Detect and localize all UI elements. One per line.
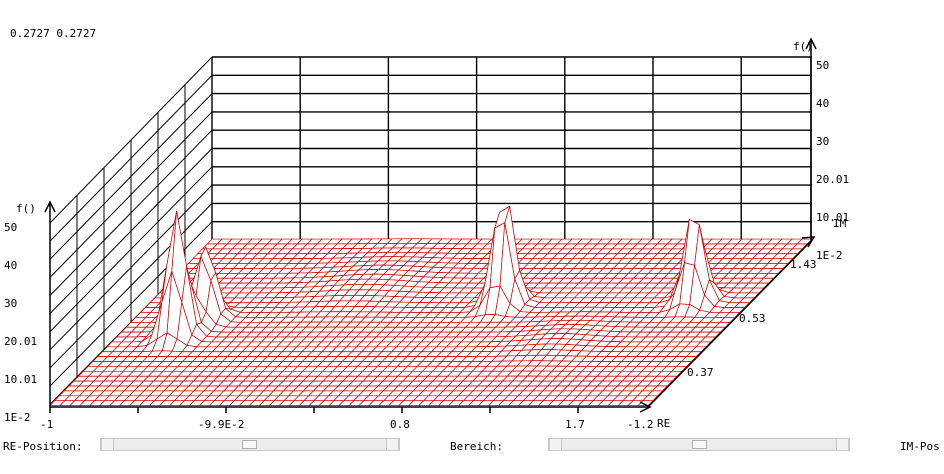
right-z-tick-label: 30 — [816, 135, 829, 148]
range-scroll-left-arrow[interactable] — [549, 439, 562, 450]
im-axis-arrow — [801, 236, 816, 248]
left-z-tick-label: 40 — [4, 259, 17, 272]
re-tick-label: -1 — [40, 418, 53, 431]
left-z-arrow — [44, 200, 56, 213]
range-scrollbar[interactable] — [548, 438, 850, 451]
range-label: Bereich: — [450, 440, 503, 453]
re-scroll-right-arrow[interactable] — [386, 439, 399, 450]
left-z-tick-label: 20.01 — [4, 335, 37, 348]
re-axis-label: RE — [657, 417, 670, 430]
re-scroll-left-arrow[interactable] — [101, 439, 114, 450]
right-z-tick-label: 1E-2 — [816, 249, 843, 262]
left-z-tick-label: 10.01 — [4, 373, 37, 386]
im-tick-label: 0.53 — [739, 312, 766, 325]
re-position-label: RE-Position: — [3, 440, 83, 453]
re-axis-arrow — [639, 401, 652, 413]
right-z-arrow — [805, 37, 817, 50]
f-right-label: f() — [793, 40, 813, 53]
right-z-tick-label: 20.01 — [816, 173, 849, 186]
range-thumb[interactable] — [692, 440, 707, 449]
range-scroll-right-arrow[interactable] — [836, 439, 849, 450]
re-tick-label: 0.8 — [390, 418, 410, 431]
left-z-tick-label: 50 — [4, 221, 17, 234]
cursor-coordinates: 0.2727 0.2727 — [10, 27, 97, 40]
im-axis-label: IM — [833, 217, 847, 230]
re-position-scrollbar[interactable] — [100, 438, 400, 451]
re-tick-label: -9.9E-2 — [198, 418, 244, 431]
re-tick-label: -1.2 — [627, 418, 654, 431]
left-z-tick-label: 30 — [4, 297, 17, 310]
im-tick-label: 1.43 — [790, 258, 817, 271]
right-z-tick-label: 40 — [816, 97, 829, 110]
re-tick-label: 1.7 — [565, 418, 585, 431]
right-z-tick-label: 50 — [816, 59, 829, 72]
plot-axes — [44, 37, 817, 413]
im-tick-label: 0.37 — [687, 366, 714, 379]
f-left-label: f() — [16, 202, 36, 215]
re-position-thumb[interactable] — [242, 440, 257, 449]
surface-mesh — [49, 205, 813, 406]
right-z-tick-label: 10.01 — [816, 211, 849, 224]
im-position-label: IM-Pos — [900, 440, 940, 453]
left-z-tick-label: 1E-2 — [4, 411, 31, 424]
axis-labels: f() f() RE IM 50 40 30 20.01 10.01 1E-2 50 40 30… — [4, 40, 849, 431]
im-axis-line — [647, 239, 813, 408]
